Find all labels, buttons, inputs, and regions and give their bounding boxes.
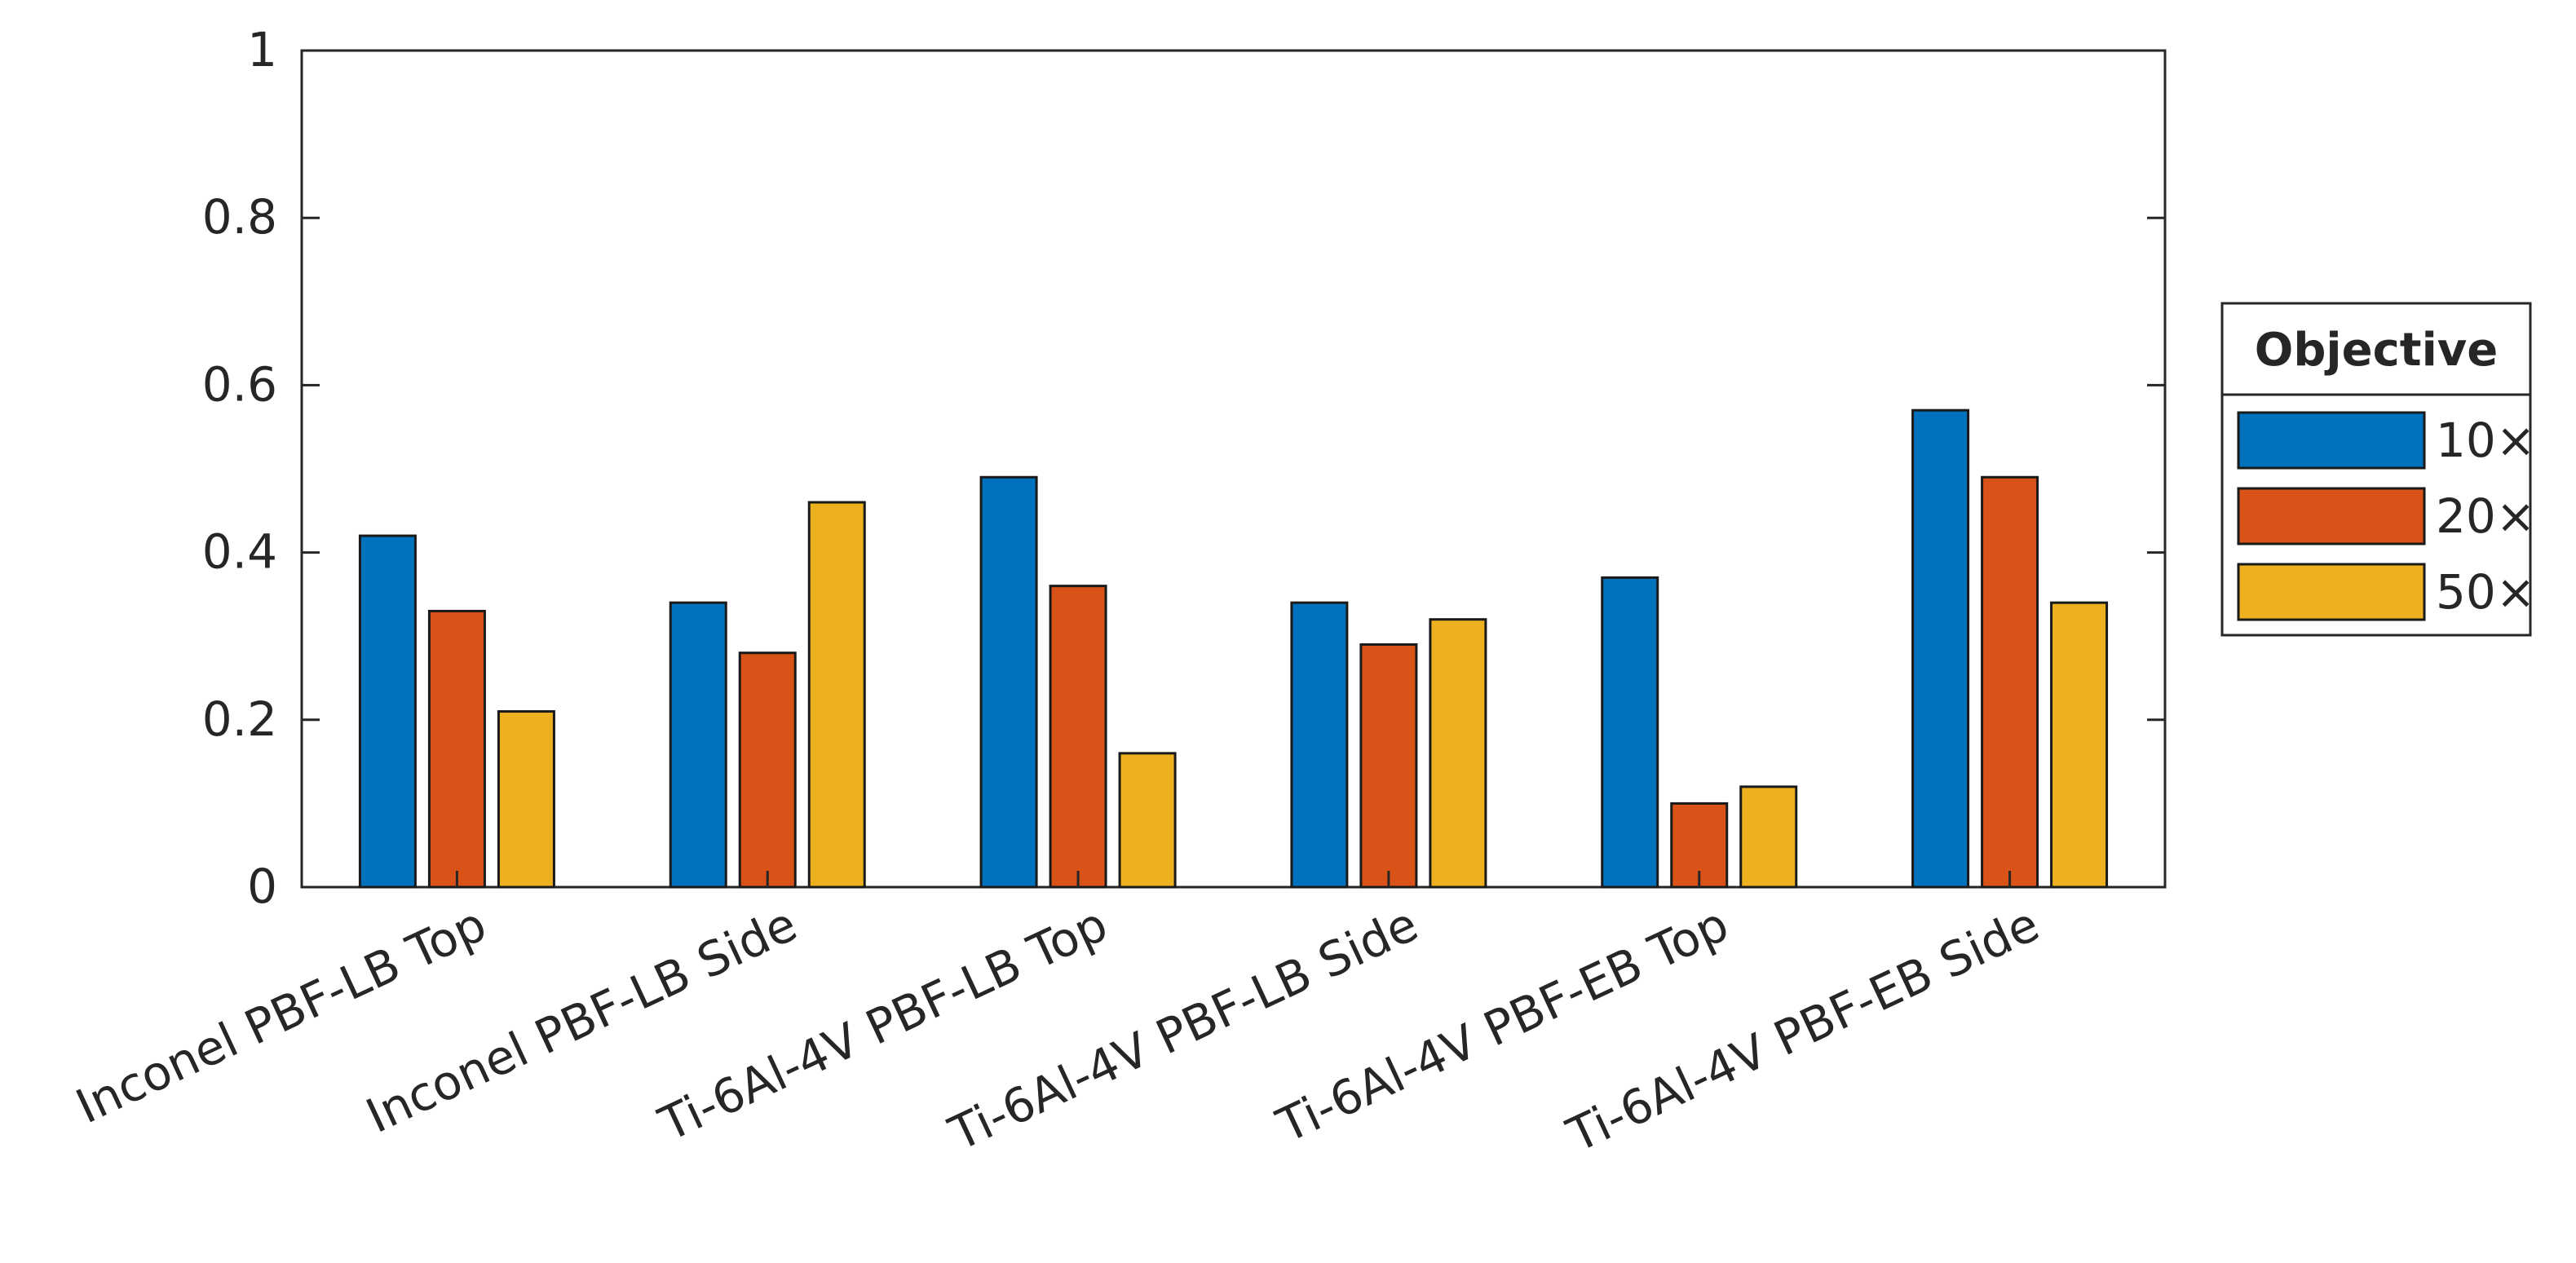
bar-1-4: [1290, 601, 1349, 889]
plot-area-box: [300, 49, 2167, 889]
legend[interactable]: Objective 10× 20× 50×: [2220, 302, 2535, 637]
axes: [300, 49, 2167, 889]
bar-2-3: [1049, 585, 1107, 889]
legend-item-3[interactable]: 50×: [2237, 563, 2535, 621]
legend-swatch: [2237, 487, 2426, 545]
bar-1-5: [1601, 576, 1659, 889]
bar-1-1: [358, 534, 417, 889]
bar-3-4: [1429, 618, 1487, 889]
legend-label: 20×: [2436, 488, 2535, 544]
bars: [358, 408, 2109, 889]
legend-item-2[interactable]: 20×: [2237, 487, 2535, 545]
legend-item-1[interactable]: 10×: [2237, 411, 2535, 470]
legend-swatch: [2237, 563, 2426, 621]
bar-2-1: [427, 609, 486, 889]
bar-2-4: [1359, 643, 1418, 889]
y-tick-label: 0.4: [202, 524, 277, 580]
bar-1-2: [669, 601, 727, 889]
legend-swatch: [2237, 411, 2426, 470]
bar-2-6: [1981, 475, 2039, 889]
bar-1-6: [1911, 408, 1970, 889]
y-tick-label: 0.8: [202, 189, 277, 245]
bar-2-2: [738, 651, 797, 889]
y-tick-label: 0.2: [202, 691, 277, 747]
y-tick-label: 1: [247, 22, 277, 77]
bar-3-1: [497, 710, 555, 889]
bar-1-3: [979, 475, 1038, 889]
y-tick-label: 0: [247, 859, 277, 914]
legend-label: 50×: [2436, 564, 2535, 620]
bar-3-2: [807, 501, 866, 889]
y-tick-label: 0.6: [202, 356, 277, 412]
y-axis-ticks: 0 0.2 0.4 0.6 0.8 1: [202, 22, 2165, 914]
legend-title: Objective: [2255, 324, 2499, 377]
bar-3-3: [1118, 752, 1177, 889]
legend-label: 10×: [2436, 413, 2535, 468]
bar-3-6: [2050, 601, 2109, 889]
bar-3-5: [1739, 785, 1798, 889]
